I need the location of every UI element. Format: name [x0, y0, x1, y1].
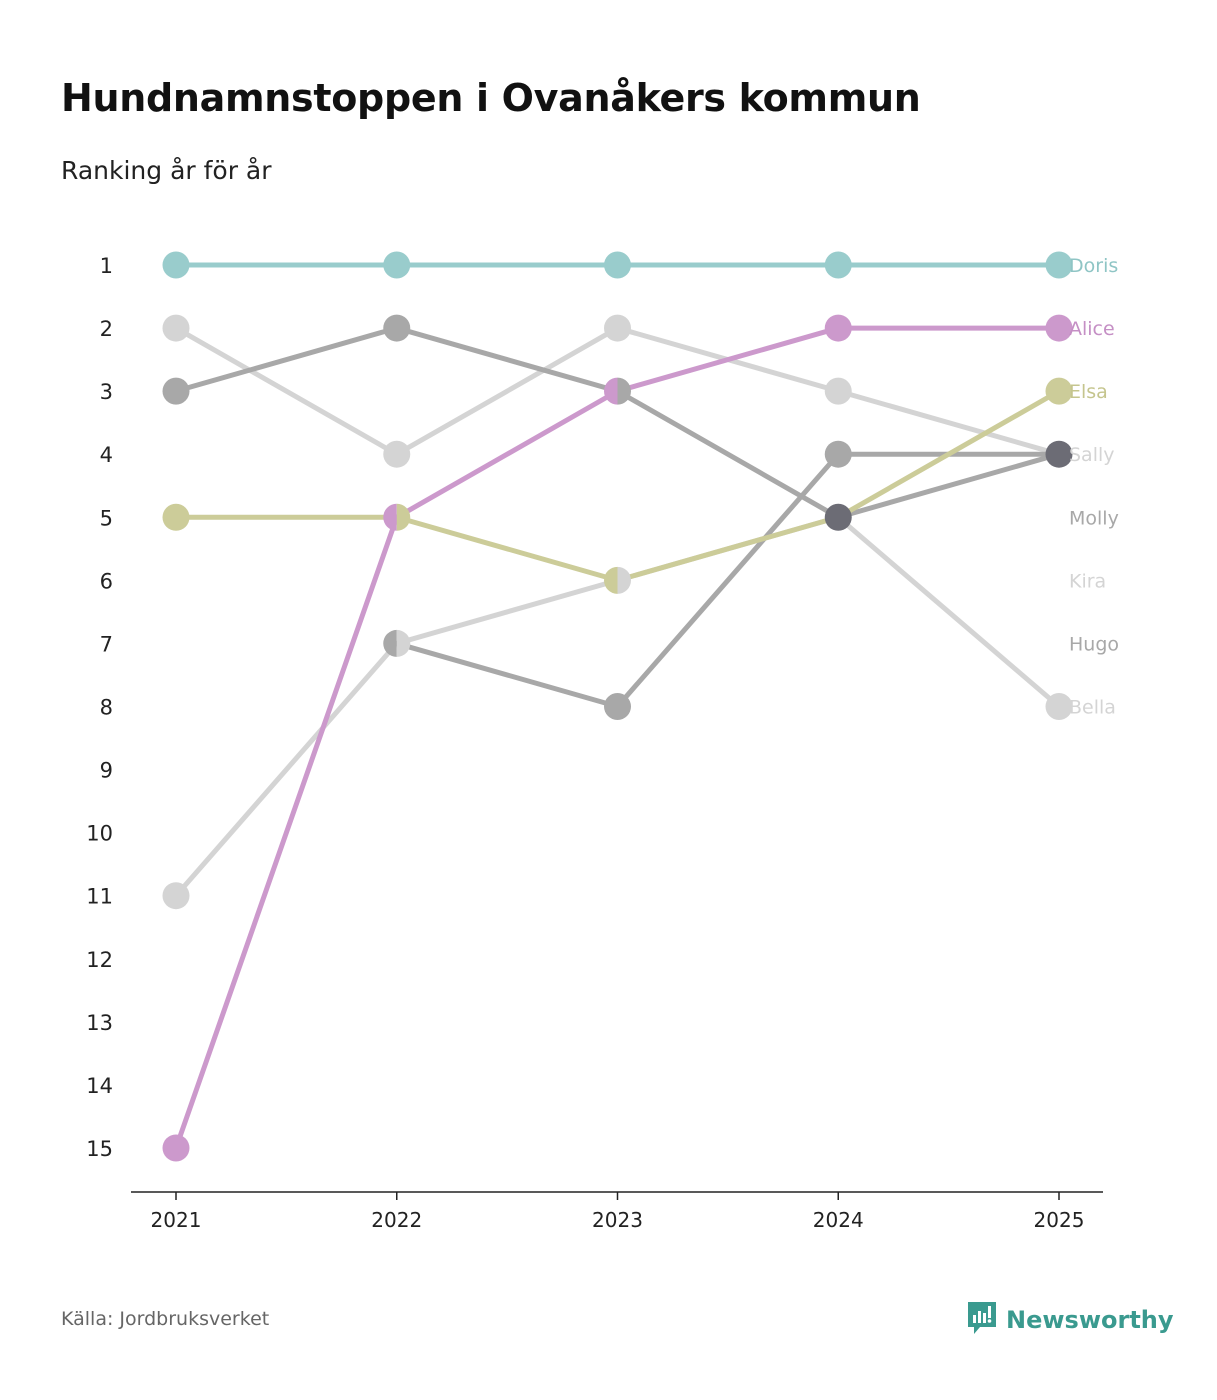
point-2023-rank-3-left[interactable] [604, 377, 618, 405]
y-tick-label: 9 [100, 759, 113, 783]
point-2023-rank-6-right[interactable] [617, 566, 632, 594]
point-2025-rank-8[interactable] [1045, 692, 1073, 720]
x-tick-label: 2024 [813, 1208, 864, 1232]
point-2023-rank-3-right[interactable] [617, 377, 632, 405]
point-2024-rank-1[interactable] [824, 251, 852, 279]
point-2024-rank-5-overlap[interactable] [824, 503, 852, 531]
series-line-molly [173, 325, 1062, 520]
brand[interactable]: Newsworthy [966, 1300, 1174, 1340]
source-note: Källa: Jordbruksverket [61, 1308, 270, 1330]
point-2023-rank-1[interactable] [604, 251, 631, 279]
point-2022-rank-2[interactable] [383, 314, 411, 342]
y-tick-label: 2 [100, 317, 113, 341]
y-tick-label: 14 [86, 1074, 113, 1098]
point-2021-rank-3[interactable] [162, 377, 190, 405]
series-label-alice: Alice [1069, 318, 1115, 340]
point-2022-rank-5-left[interactable] [383, 503, 397, 531]
series-label-hugo: Hugo [1069, 633, 1119, 655]
y-tick-label: 10 [86, 822, 113, 846]
brand-name: Newsworthy [1006, 1306, 1174, 1334]
chart-title: Hundnamnstoppen i Ovanåkers kommun [61, 76, 921, 120]
point-2025-rank-3[interactable] [1045, 377, 1073, 405]
x-tick-label: 2022 [371, 1208, 422, 1232]
series-line-alice [173, 325, 1062, 1151]
series-label-kira: Kira [1069, 570, 1106, 592]
series-line-elsa [173, 388, 1062, 583]
point-2025-rank-4-overlap[interactable] [1045, 440, 1073, 468]
x-tick-label: 2025 [1034, 1208, 1085, 1232]
point-2022-rank-5-right[interactable] [396, 503, 411, 531]
point-2022-rank-1[interactable] [383, 251, 411, 279]
y-tick-label: 13 [86, 1011, 113, 1035]
y-tick-label: 6 [100, 569, 113, 593]
point-2021-rank-15[interactable] [162, 1134, 190, 1162]
series-points [162, 251, 1073, 1162]
series-line-hugo [394, 451, 1062, 709]
x-axis: 2021 2022 2023 2024 2025 [131, 1191, 1103, 1232]
point-2021-rank-2[interactable] [162, 314, 190, 342]
chart-subtitle: Ranking år för år [61, 156, 272, 185]
point-2021-rank-11[interactable] [162, 882, 190, 910]
series-label-bella: Bella [1069, 696, 1116, 718]
point-2023-rank-2[interactable] [604, 314, 631, 342]
y-tick-label: 7 [100, 632, 113, 656]
point-2022-rank-7-left[interactable] [383, 629, 397, 657]
point-2024-rank-4[interactable] [824, 440, 852, 468]
point-2025-rank-1[interactable] [1045, 251, 1073, 279]
series-label-molly: Molly [1069, 507, 1119, 529]
x-tick-label: 2021 [151, 1208, 202, 1232]
y-tick-label: 4 [100, 443, 113, 467]
y-tick-label: 3 [100, 380, 113, 404]
y-tick-label: 5 [100, 506, 113, 530]
point-2022-rank-4[interactable] [383, 440, 411, 468]
y-tick-label: 11 [86, 885, 113, 909]
point-2024-rank-2[interactable] [824, 314, 852, 342]
point-2023-rank-6-left[interactable] [604, 566, 618, 594]
series-label-elsa: Elsa [1069, 381, 1108, 403]
y-tick-label: 8 [100, 695, 113, 719]
point-2024-rank-3[interactable] [824, 377, 852, 405]
point-2022-rank-7-right[interactable] [396, 629, 411, 657]
x-tick-label: 2023 [592, 1208, 643, 1232]
y-tick-label: 1 [100, 254, 113, 278]
series-label-sally: Sally [1069, 444, 1115, 466]
y-tick-label: 15 [86, 1137, 113, 1161]
y-tick-label: 12 [86, 948, 113, 972]
point-2021-rank-1[interactable] [162, 251, 190, 279]
series-label-doris: Doris [1069, 255, 1118, 277]
series-labels: Doris Alice Elsa Sally Molly Kira Hugo Bella [1069, 255, 1119, 718]
point-2021-rank-5[interactable] [162, 503, 190, 531]
point-2023-rank-8[interactable] [604, 692, 631, 720]
newsworthy-logo-icon [966, 1300, 998, 1340]
point-2025-rank-2[interactable] [1045, 314, 1073, 342]
